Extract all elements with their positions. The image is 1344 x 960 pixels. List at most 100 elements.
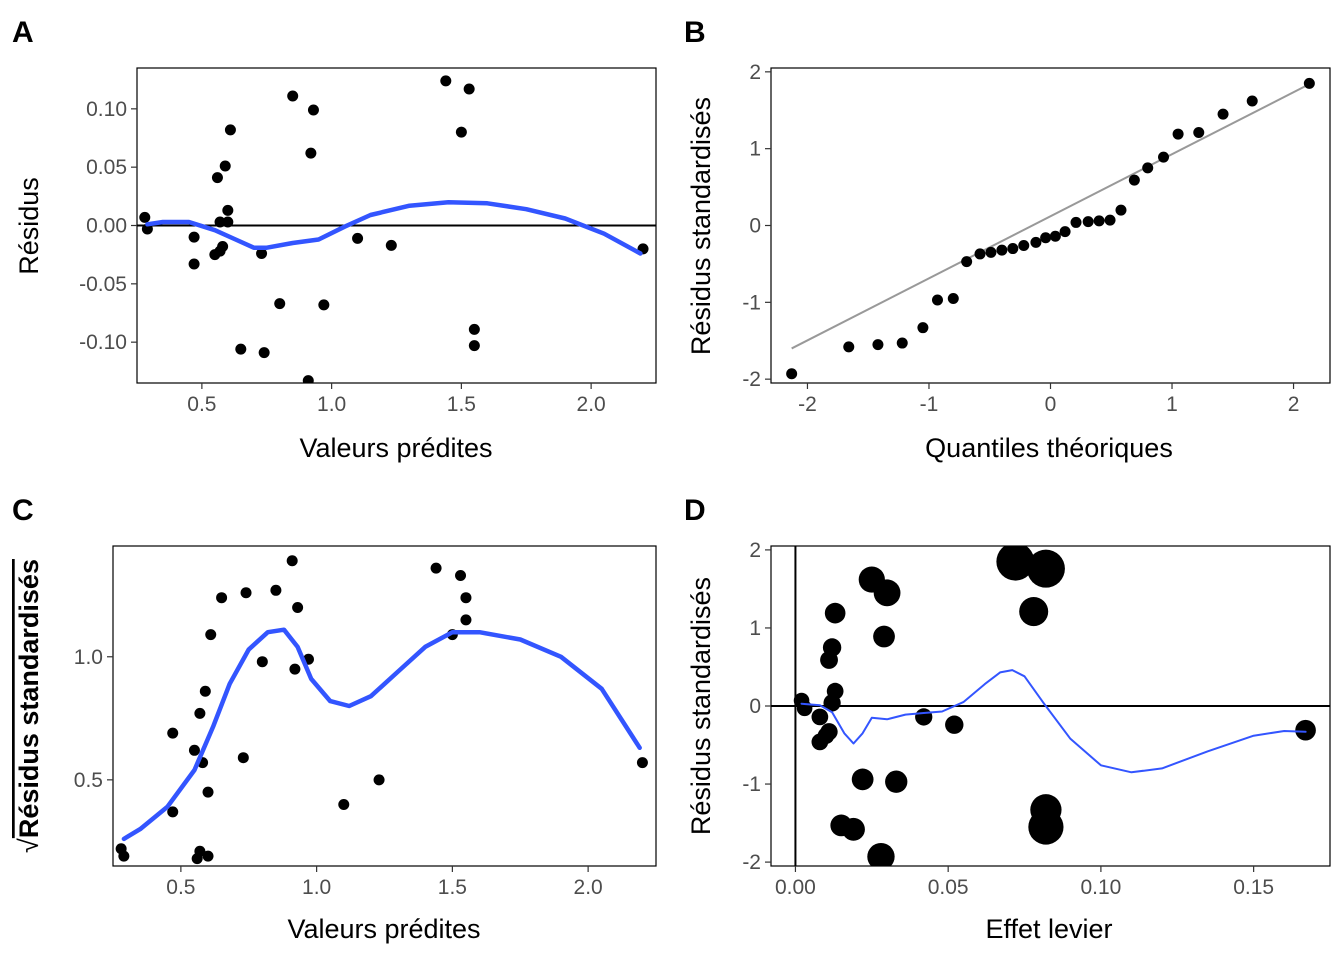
data-point bbox=[820, 723, 838, 741]
data-point bbox=[352, 232, 364, 244]
data-point bbox=[235, 343, 247, 355]
data-point bbox=[188, 231, 200, 243]
data-point bbox=[917, 322, 929, 334]
data-point bbox=[214, 216, 226, 228]
sqrt-symbol: √ bbox=[14, 838, 44, 853]
data-point bbox=[440, 75, 452, 87]
panel-tag: D bbox=[684, 494, 706, 527]
x-tick-label: 1.0 bbox=[317, 393, 346, 416]
x-tick-label: 0 bbox=[1045, 393, 1057, 416]
x-tick-label: 1.5 bbox=[447, 393, 476, 416]
y-tick-label: 0.05 bbox=[86, 156, 127, 179]
data-point bbox=[1172, 128, 1184, 140]
data-point bbox=[1040, 232, 1052, 244]
y-tick-label: 1 bbox=[749, 138, 761, 161]
data-point bbox=[338, 798, 350, 810]
data-point bbox=[455, 570, 467, 582]
data-point bbox=[786, 368, 798, 380]
data-point bbox=[636, 757, 648, 769]
data-point bbox=[216, 592, 228, 604]
data-point bbox=[460, 614, 472, 626]
y-tick-label: -2 bbox=[742, 368, 761, 391]
data-point bbox=[1193, 127, 1205, 139]
qq-reference-line bbox=[791, 83, 1310, 350]
data-point bbox=[1217, 108, 1229, 120]
data-point bbox=[302, 375, 314, 383]
y-tick-label: 0.00 bbox=[86, 215, 127, 238]
data-point bbox=[194, 845, 206, 857]
data-point bbox=[1093, 215, 1105, 227]
x-axis-label: Effet levier bbox=[985, 914, 1112, 944]
panel-tag: C bbox=[12, 494, 34, 527]
data-point bbox=[1026, 549, 1065, 588]
data-point bbox=[199, 685, 211, 697]
y-axis-label-text: Résidus standardisés bbox=[14, 559, 44, 838]
y-axis-label: √Résidus standardisés bbox=[14, 559, 44, 853]
data-point bbox=[947, 292, 959, 304]
data-point bbox=[873, 579, 901, 607]
data-point bbox=[274, 298, 286, 310]
data-point bbox=[222, 204, 234, 216]
data-point bbox=[194, 707, 206, 719]
data-point bbox=[1295, 719, 1316, 741]
data-point bbox=[1007, 243, 1019, 255]
y-tick-label: 0 bbox=[749, 215, 761, 238]
data-point bbox=[202, 786, 214, 798]
y-axis-label: Résidus standardisés bbox=[686, 97, 716, 355]
data-point bbox=[1104, 214, 1116, 226]
x-tick-label: 1.5 bbox=[438, 876, 467, 899]
data-point bbox=[224, 124, 236, 136]
data-point bbox=[996, 546, 1035, 581]
data-point bbox=[222, 216, 234, 228]
data-point bbox=[167, 806, 179, 818]
data-point bbox=[961, 256, 973, 268]
data-point bbox=[811, 708, 829, 726]
data-point bbox=[237, 752, 249, 764]
panel-b: -2 -1 0 1 2 -2 -1 0 1 2 Quantiles théoriques Résidu… bbox=[684, 16, 1331, 463]
x-tick-label: 1 bbox=[1166, 393, 1178, 416]
y-tick-label: 2 bbox=[749, 61, 761, 84]
x-tick-label: 0.05 bbox=[928, 876, 969, 899]
data-point bbox=[872, 339, 884, 351]
x-tick-label: -2 bbox=[798, 393, 817, 416]
data-point bbox=[824, 602, 846, 624]
data-point bbox=[1158, 151, 1170, 163]
panel-c: 0.5 1.0 1.5 2.0 0.5 1.0 Valeurs prédites √Résid… bbox=[12, 494, 657, 944]
y-tick-label: -2 bbox=[742, 851, 761, 874]
x-tick-label: 0.5 bbox=[166, 876, 195, 899]
x-tick-label: 0.5 bbox=[187, 393, 216, 416]
data-point bbox=[256, 248, 268, 259]
data-point bbox=[385, 239, 397, 251]
data-point bbox=[1070, 216, 1082, 228]
data-point bbox=[915, 708, 933, 726]
y-tick-label: 1.0 bbox=[74, 646, 103, 669]
data-point bbox=[460, 592, 472, 604]
y-tick-label: 2 bbox=[749, 539, 761, 562]
data-point bbox=[974, 248, 986, 260]
data-point bbox=[305, 147, 317, 159]
data-point bbox=[188, 744, 200, 756]
y-tick-label: -0.10 bbox=[79, 331, 127, 354]
data-point bbox=[1246, 95, 1258, 107]
x-tick-label: 0.15 bbox=[1233, 876, 1274, 899]
smooth-curve bbox=[800, 669, 1307, 774]
smooth-curve bbox=[145, 199, 643, 256]
data-point bbox=[1303, 77, 1315, 89]
data-point bbox=[996, 244, 1008, 256]
data-point bbox=[796, 700, 813, 717]
data-point bbox=[945, 715, 964, 734]
data-point bbox=[256, 656, 268, 668]
data-point bbox=[167, 727, 179, 739]
data-point bbox=[430, 562, 442, 574]
x-tick-label: 2.0 bbox=[574, 876, 603, 899]
x-tick-label: 1.0 bbox=[302, 876, 331, 899]
data-point bbox=[1049, 230, 1061, 242]
data-point bbox=[931, 294, 943, 306]
data-point bbox=[851, 768, 874, 791]
x-tick-label: 0.10 bbox=[1080, 876, 1121, 899]
data-point bbox=[1059, 226, 1071, 238]
x-axis-label: Valeurs prédites bbox=[287, 914, 480, 944]
data-point bbox=[202, 850, 214, 862]
x-tick-label: 2 bbox=[1288, 393, 1300, 416]
